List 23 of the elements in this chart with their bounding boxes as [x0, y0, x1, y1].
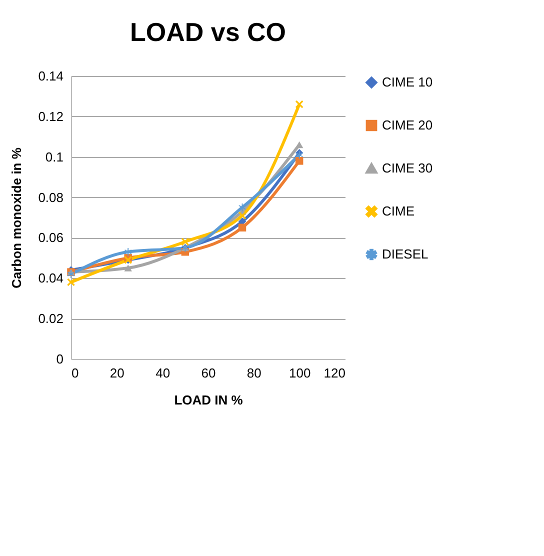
x-tick-label: 120 — [324, 366, 346, 380]
y-tick-label: 0.12 — [38, 108, 64, 124]
x-axis-title: LOAD IN % — [174, 392, 244, 408]
x-tick-label: 20 — [110, 366, 124, 380]
y-tick-label: 0.14 — [38, 68, 64, 84]
legend-label: CIME — [382, 204, 415, 218]
y-tick-label: 0.08 — [38, 190, 64, 205]
legend-label: CIME 20 — [382, 118, 433, 132]
x-tick-label: 100 — [288, 366, 311, 380]
y-tick-label: 0 — [56, 352, 64, 366]
y-tick-label: 0.06 — [38, 230, 64, 246]
legend-label: CIME 10 — [382, 74, 433, 90]
legend-label: DIESEL — [382, 246, 428, 262]
y-tick-label: 0.02 — [38, 311, 64, 326]
legend-label: CIME 30 — [382, 160, 433, 176]
y-tick-label: 0.1 — [45, 149, 64, 164]
x-tick-label: 60 — [201, 366, 216, 380]
y-tick-label: 0.04 — [38, 270, 64, 286]
x-tick-label: 80 — [246, 366, 262, 380]
x-tick-label: 40 — [156, 366, 170, 380]
x-tick-label: 0 — [72, 366, 79, 380]
chart-title: LOAD vs CO — [130, 17, 286, 47]
y-axis-title: Carbon monoxide in % — [9, 147, 24, 288]
